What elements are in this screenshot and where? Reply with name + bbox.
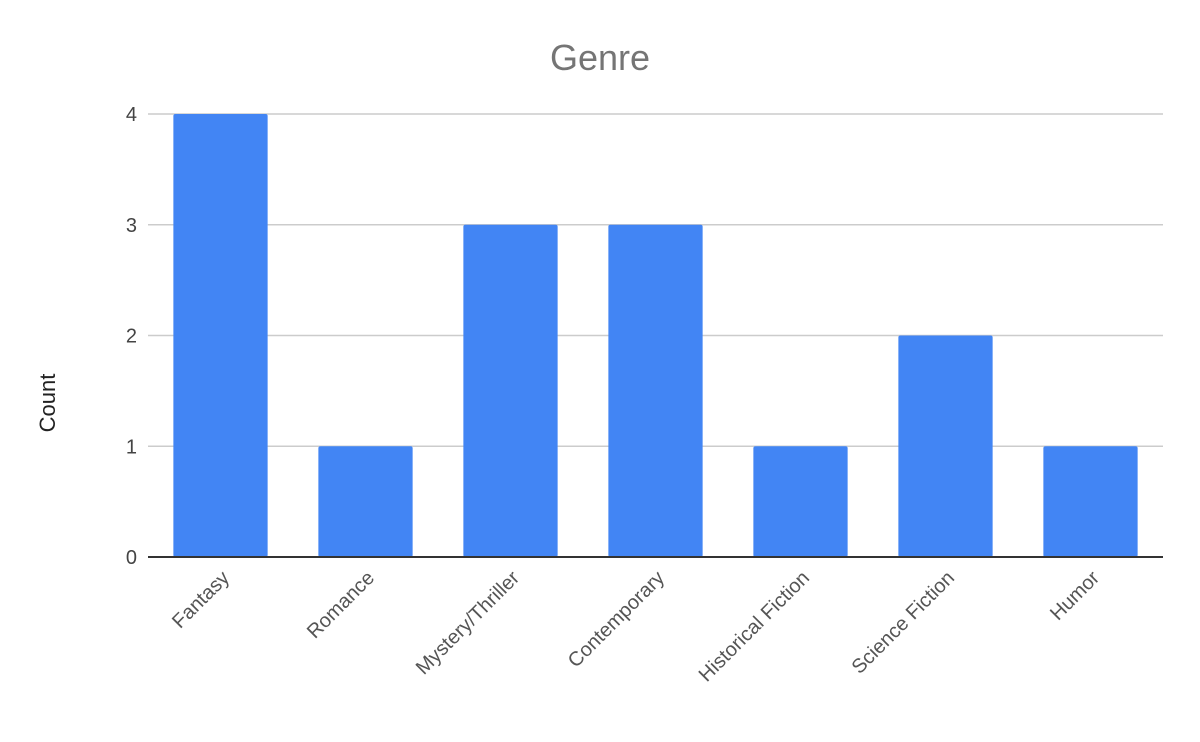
y-tick-label: 0 xyxy=(126,547,137,569)
x-tick-label: Mystery/Thriller xyxy=(412,567,524,679)
bar-mystery-thriller xyxy=(463,224,558,557)
y-tick-label: 2 xyxy=(126,326,137,348)
chart-title: Genre xyxy=(550,37,650,78)
bar-fantasy xyxy=(173,114,268,557)
bar-historical-fiction xyxy=(753,446,848,557)
x-tick-label: Humor xyxy=(1046,567,1104,625)
bar-romance xyxy=(318,446,413,557)
y-tick-label: 4 xyxy=(126,104,137,126)
x-tick-label: Contemporary xyxy=(564,567,669,672)
bar-humor xyxy=(1043,446,1138,557)
y-axis-label: Count xyxy=(35,374,60,433)
x-tick-label: Romance xyxy=(303,567,379,643)
bar-science-fiction xyxy=(898,335,993,557)
bars xyxy=(173,114,1138,557)
y-tick-label: 3 xyxy=(126,215,137,237)
y-tick-label: 1 xyxy=(126,436,137,458)
x-axis-ticks: Fantasy Romance Mystery/Thriller Contempora… xyxy=(168,567,1104,687)
x-tick-label: Historical Fiction xyxy=(695,567,814,686)
y-axis-ticks: 0 1 2 3 4 xyxy=(126,104,137,569)
x-tick-label: Fantasy xyxy=(168,567,234,633)
bar-contemporary xyxy=(608,224,703,557)
x-tick-label: Science Fiction xyxy=(848,567,959,678)
